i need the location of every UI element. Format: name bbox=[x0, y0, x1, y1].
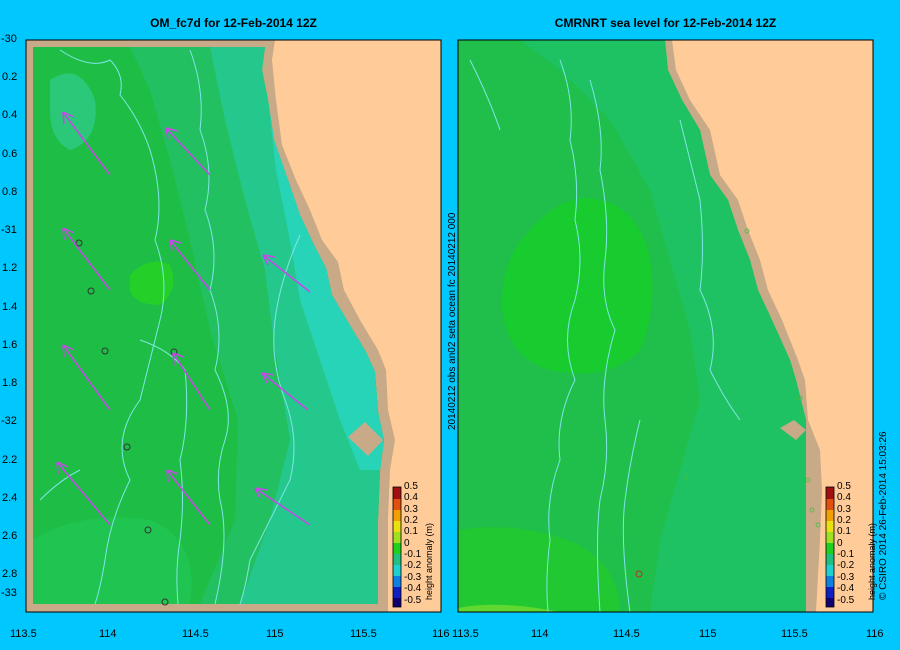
right-zone-bottom bbox=[458, 527, 620, 612]
left-zone-cyan bbox=[268, 100, 384, 470]
left-xtick-2: 114.5 bbox=[182, 628, 209, 640]
left-cb-tick-1: 0.4 bbox=[404, 492, 418, 503]
left-cb-tick-9: -0.4 bbox=[404, 583, 422, 594]
right-panel-title: CMRNRT sea level for 12-Feb-2014 12Z bbox=[554, 16, 777, 30]
left-ytick-15: -33 bbox=[1, 587, 17, 599]
right-xtick-5: 116 bbox=[866, 628, 884, 640]
left-zone-teal bbox=[210, 47, 384, 604]
right-xtick-2: 114.5 bbox=[613, 628, 640, 640]
right-zone-bottom-bright bbox=[458, 604, 560, 612]
left-cb-tick-10: -0.5 bbox=[404, 595, 422, 606]
left-station-markers bbox=[75, 239, 178, 606]
left-island bbox=[348, 422, 383, 456]
right-colorbar-label: height anomaly (m) bbox=[867, 522, 877, 600]
left-xtick-4: 115.5 bbox=[350, 628, 377, 640]
right-xtick-3: 115 bbox=[699, 628, 717, 640]
right-colorbar bbox=[825, 486, 835, 608]
left-ytick-14: 2.8 bbox=[2, 568, 18, 580]
left-cb-tick-8: -0.3 bbox=[404, 572, 422, 583]
left-cb-tick-7: -0.2 bbox=[404, 560, 422, 571]
right-cb-tick-6: -0.1 bbox=[837, 549, 855, 560]
right-cb-tick-0: 0.5 bbox=[837, 481, 851, 492]
left-cb-tick-4: 0.1 bbox=[404, 526, 418, 537]
left-cb-tick-3: 0.2 bbox=[404, 515, 418, 526]
left-panel-title: OM_fc7d for 12-Feb-2014 12Z bbox=[150, 16, 317, 30]
left-ytick-12: 2.4 bbox=[2, 492, 18, 504]
right-cb-tick-1: 0.4 bbox=[837, 492, 851, 503]
left-zone-bright bbox=[130, 261, 174, 305]
right-xtick-4: 115.5 bbox=[781, 628, 808, 640]
left-ytick-7: 1.4 bbox=[2, 301, 18, 313]
left-ytick-13: 2.6 bbox=[2, 530, 18, 542]
left-ytick-5: -31 bbox=[1, 224, 17, 236]
left-cb-tick-2: 0.3 bbox=[404, 504, 418, 515]
left-ytick-0: -30 bbox=[1, 33, 17, 45]
right-contours bbox=[469, 59, 741, 612]
left-colorbar-label: height anomaly (m) bbox=[424, 522, 434, 600]
right-cb-tick-3: 0.2 bbox=[837, 515, 851, 526]
right-cb-tick-10: -0.5 bbox=[837, 595, 855, 606]
left-ytick-3: 0.6 bbox=[2, 148, 18, 160]
left-ytick-6: 1.2 bbox=[2, 262, 18, 274]
left-ytick-9: 1.8 bbox=[2, 377, 18, 389]
left-ytick-2: 0.4 bbox=[2, 109, 18, 121]
left-ytick-4: 0.8 bbox=[2, 186, 18, 198]
right-cb-tick-9: -0.4 bbox=[837, 583, 855, 594]
right-zone-coastal bbox=[520, 40, 806, 612]
left-ytick-11: 2.2 bbox=[2, 454, 18, 466]
left-margin-run-info: 20140212 obs an02 seta ocean fc 20140212… bbox=[447, 212, 458, 430]
copyright-timestamp: © CSIRO 2014 26-Feb-2014 15:03:26 bbox=[878, 431, 889, 600]
left-xtick-5: 116 bbox=[432, 628, 450, 640]
left-ytick-10: -32 bbox=[1, 415, 17, 427]
left-xtick-1: 114 bbox=[99, 628, 117, 640]
left-current-arrows bbox=[56, 111, 311, 526]
right-cb-tick-4: 0.1 bbox=[837, 526, 851, 537]
left-cb-tick-6: -0.1 bbox=[404, 549, 422, 560]
right-xtick-1: 114 bbox=[531, 628, 549, 640]
left-ytick-8: 1.6 bbox=[2, 339, 18, 351]
left-colorbar bbox=[392, 486, 402, 608]
left-xtick-3: 115 bbox=[266, 628, 284, 640]
left-xtick-0: 113.5 bbox=[10, 628, 37, 640]
right-station-markers bbox=[635, 570, 643, 578]
right-island bbox=[780, 420, 806, 440]
right-cb-tick-5: 0 bbox=[837, 538, 843, 549]
left-zone-topleft bbox=[50, 73, 96, 150]
right-small-markers bbox=[683, 228, 821, 528]
left-zone-bottom bbox=[33, 517, 192, 604]
left-cb-tick-5: 0 bbox=[404, 538, 410, 549]
right-cb-tick-7: -0.2 bbox=[837, 560, 855, 571]
left-ytick-1: 0.2 bbox=[2, 71, 18, 83]
right-map-panel bbox=[457, 39, 874, 613]
right-cb-tick-2: 0.3 bbox=[837, 504, 851, 515]
left-cb-tick-0: 0.5 bbox=[404, 481, 418, 492]
left-map-panel bbox=[25, 39, 442, 613]
right-cb-tick-8: -0.3 bbox=[837, 572, 855, 583]
right-xtick-0: 113.5 bbox=[452, 628, 479, 640]
